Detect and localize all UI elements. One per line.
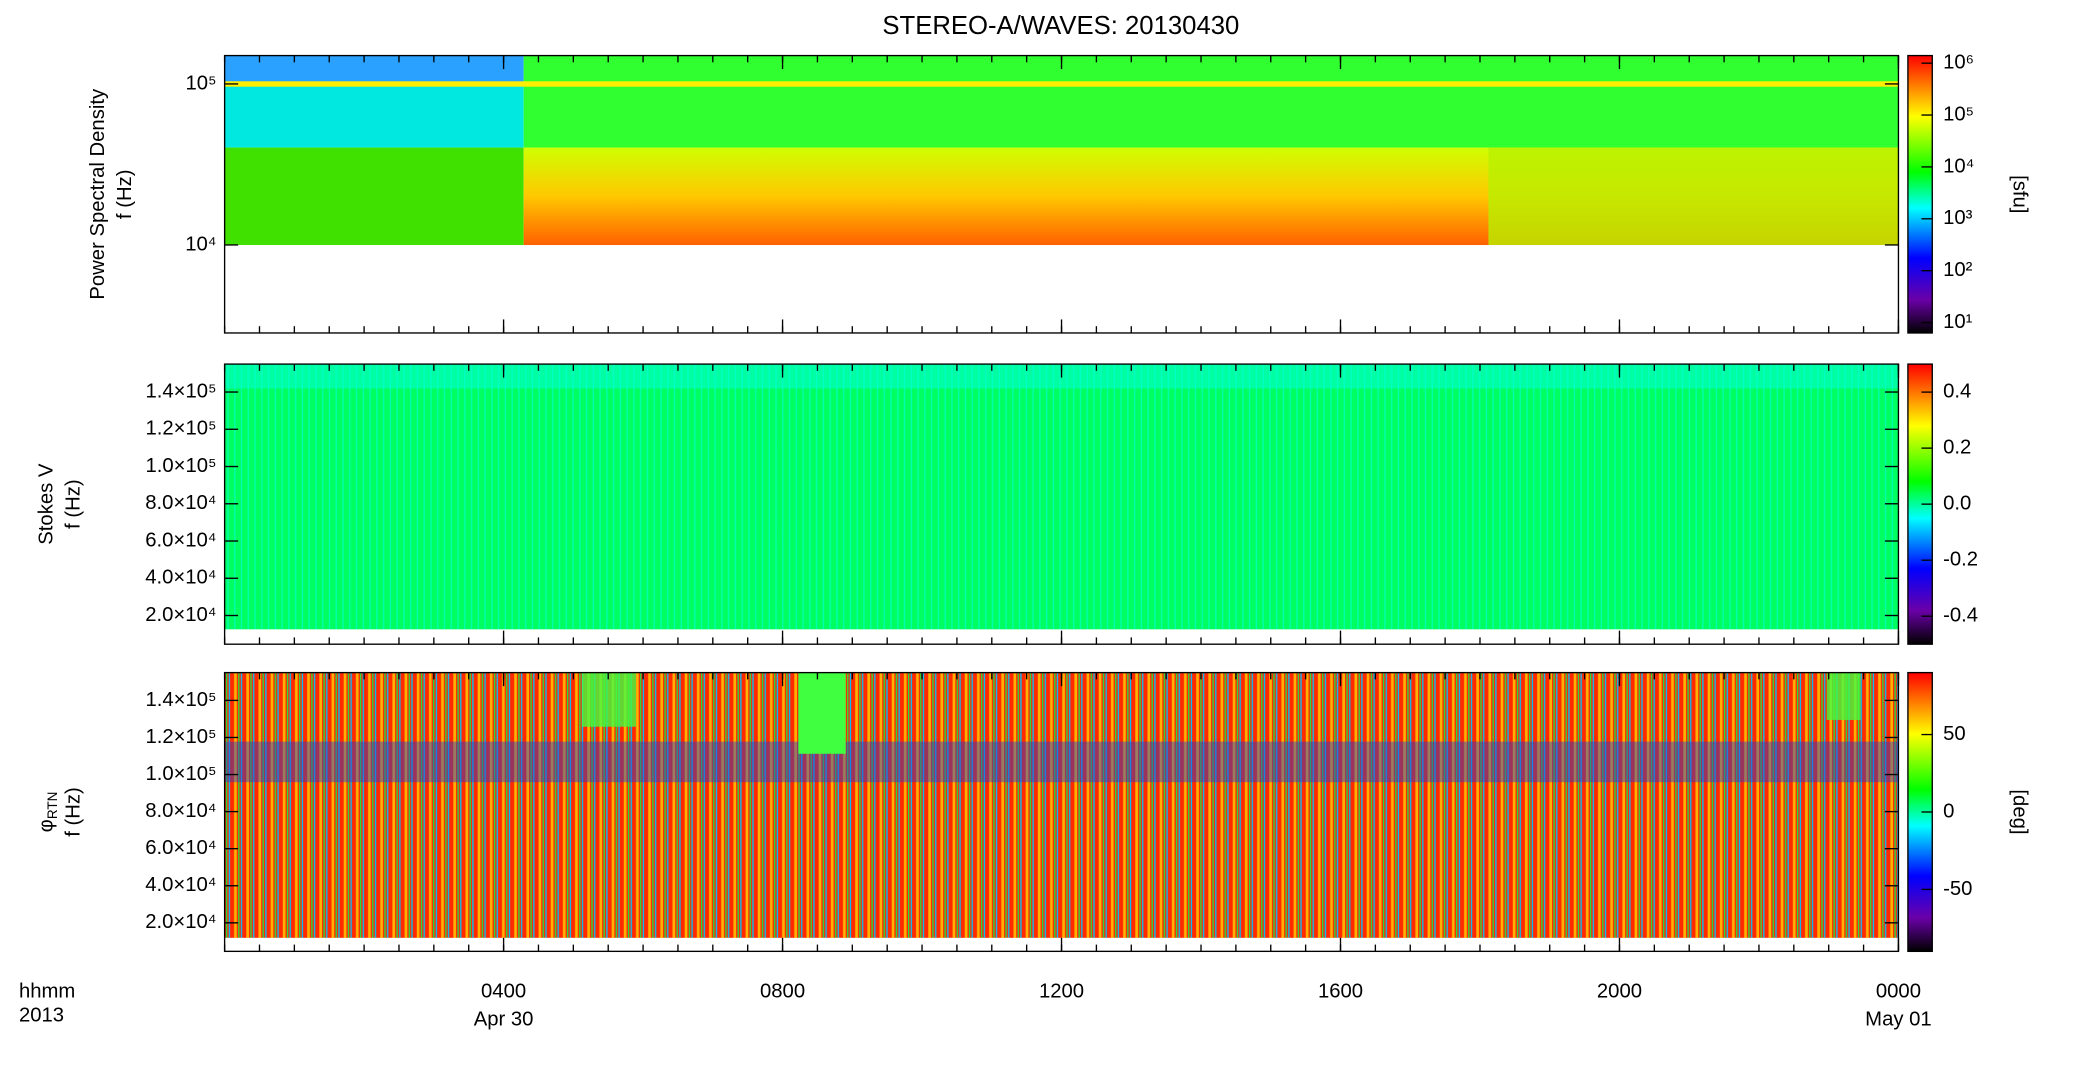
- spectrogram: [224, 55, 1899, 938]
- y-axis-label: Stokes V: [36, 463, 58, 545]
- x-axis-sublabel: 2013: [19, 1005, 64, 1027]
- colorbar-tick-label: 0: [1943, 800, 1954, 822]
- colorbar-tick-label: 10⁵: [1943, 103, 1974, 125]
- x-tick-label: 0400: [481, 980, 526, 1002]
- x-tick-label: 0800: [760, 980, 805, 1002]
- y-tick-label: 1.2×10⁵: [145, 726, 216, 748]
- y-tick-label: 4.0×10⁴: [145, 567, 216, 589]
- colorbar-label: [deg]: [2009, 789, 2031, 834]
- colorbar-tick-label: -0.2: [1943, 549, 1978, 571]
- chart-title: STEREO-A/WAVES: 20130430: [882, 12, 1239, 40]
- y-axis-label-sub: RTN: [44, 792, 59, 820]
- colorbar-tick-label: 10⁴: [1943, 155, 1974, 177]
- x-axis-label: hhmm: [19, 980, 75, 1002]
- colorbar-tick-label: 10²: [1943, 259, 1973, 281]
- y-tick-label: 8.0×10⁴: [145, 800, 216, 822]
- colorbar-label: [sfu]: [2009, 175, 2031, 213]
- y-axis-label-text: f (Hz): [63, 787, 85, 837]
- colorbar-tick-label: 50: [1943, 723, 1966, 745]
- y-tick-label: 1.4×10⁵: [145, 380, 216, 402]
- y-tick-label: 8.0×10⁴: [145, 492, 216, 514]
- colorbar-tick-label: 10¹: [1943, 311, 1973, 333]
- y-tick-label: 1.0×10⁵: [145, 763, 216, 785]
- y-tick-label: 10⁵: [186, 72, 217, 94]
- colorbar: [1907, 54, 1933, 334]
- y-axis-label: Power Spectral Density: [87, 88, 109, 300]
- x-date-label: Apr 30: [474, 1009, 534, 1031]
- y-tick-label: 2.0×10⁴: [145, 604, 216, 626]
- x-tick-label: 1200: [1039, 980, 1084, 1002]
- y-tick-label: 4.0×10⁴: [145, 874, 216, 896]
- colorbar-tick-label: 10⁶: [1943, 52, 1974, 74]
- y-axis-label-text: f (Hz): [63, 479, 85, 529]
- y-tick-label: 6.0×10⁴: [145, 837, 216, 859]
- x-tick-label: 2000: [1597, 980, 1642, 1002]
- y-tick-label: 1.0×10⁵: [145, 455, 216, 477]
- colorbar-tick-label: 10³: [1943, 207, 1973, 229]
- y-tick-label: 2.0×10⁴: [145, 911, 216, 933]
- colorbar-tick-label: -50: [1943, 878, 1972, 900]
- colorbar-tick-label: 0.4: [1943, 380, 1971, 402]
- colorbar-tick-label: 0.2: [1943, 436, 1971, 458]
- y-axis-label-text: φ: [36, 819, 58, 832]
- y-tick-label: 1.4×10⁵: [145, 689, 216, 711]
- y-tick-label: 6.0×10⁴: [145, 529, 216, 551]
- y-axis-label: f (Hz): [114, 169, 136, 219]
- colorbar-tick-label: 0.0: [1943, 493, 1971, 515]
- y-axis-label-text: Stokes V: [36, 463, 58, 545]
- y-axis-label: f (Hz): [63, 787, 85, 837]
- y-axis-label: φRTN: [36, 792, 60, 833]
- y-axis-label-text: f (Hz): [114, 169, 136, 219]
- y-axis-label-text: Power Spectral Density: [87, 88, 109, 300]
- colorbar-tick-label: -0.4: [1943, 605, 1978, 627]
- y-tick-label: 1.2×10⁵: [145, 418, 216, 440]
- y-axis-label: f (Hz): [63, 479, 85, 529]
- x-tick-label: 1600: [1318, 980, 1363, 1002]
- x-date-label: May 01: [1865, 1009, 1932, 1031]
- x-tick-label: 0000: [1876, 980, 1921, 1002]
- y-tick-label: 10⁴: [185, 233, 216, 255]
